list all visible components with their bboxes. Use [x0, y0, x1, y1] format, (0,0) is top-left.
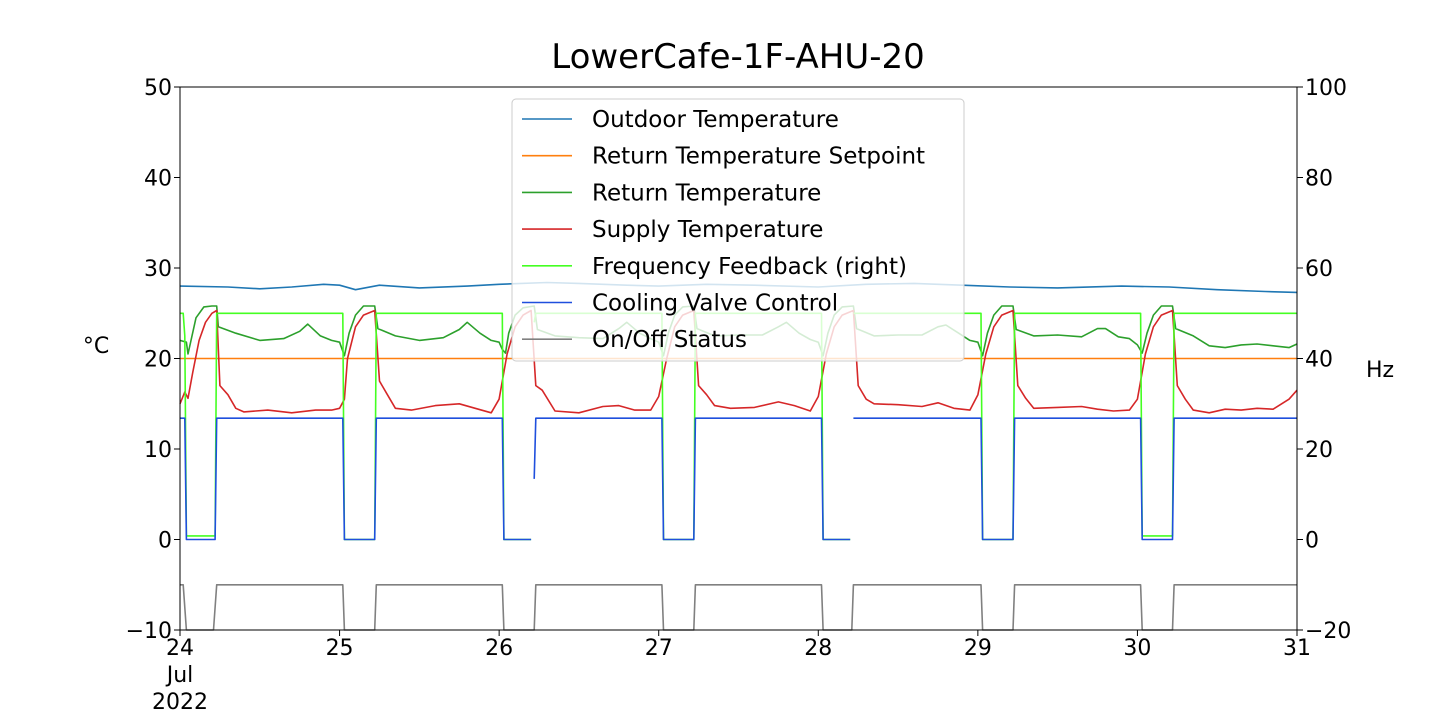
- series-line-cooling-valve-control: [180, 417, 1297, 541]
- x-tick-label: 26: [485, 636, 513, 661]
- y2-tick-label: 80: [1305, 167, 1333, 192]
- legend-entry-label: Supply Temperature: [592, 217, 823, 243]
- legend-entry-label: Frequency Feedback (right): [592, 254, 907, 280]
- y2-tick-label: 40: [1305, 348, 1333, 373]
- legend-entry-label: Return Temperature Setpoint: [592, 144, 925, 170]
- y-tick-label: 30: [144, 257, 172, 282]
- legend-entry-label: Return Temperature: [592, 180, 821, 206]
- legend-box: [511, 98, 965, 362]
- legend-entry-label: On/Off Status: [592, 327, 747, 353]
- x-tick-label: 27: [645, 636, 673, 661]
- series-line-supply-temperature: [179, 309, 1298, 414]
- x-tick-label: 29: [964, 636, 992, 661]
- legend-entry-label: Outdoor Temperature: [592, 107, 839, 133]
- y2-tick-label: 0: [1305, 529, 1319, 554]
- x-tick-label: 28: [804, 636, 832, 661]
- y2-tick-label: 20: [1305, 438, 1333, 463]
- y2-tick-label: −20: [1305, 619, 1351, 644]
- y-tick-label: 10: [144, 438, 172, 463]
- y-tick-label: 50: [144, 76, 172, 101]
- y-axis-label-right: Hz: [1366, 358, 1394, 383]
- legend-entry-label: Cooling Valve Control: [592, 291, 838, 317]
- y-tick-label: 0: [158, 529, 172, 554]
- x-tick-label: 24: [166, 636, 194, 661]
- chart-title: LowerCafe-1F-AHU-20: [551, 37, 925, 77]
- y-tick-label: −10: [126, 619, 172, 644]
- x-tick-label: 2022: [152, 690, 208, 715]
- y-axis-label-left: °C: [83, 334, 109, 359]
- legend: Outdoor Temperature Return Temperature Se…: [511, 98, 965, 362]
- x-tick-label: Jul: [165, 663, 194, 688]
- x-tick-label: 30: [1123, 636, 1151, 661]
- y2-tick-label: 60: [1305, 257, 1333, 282]
- x-tick-label: 25: [326, 636, 354, 661]
- y2-tick-label: 100: [1305, 76, 1347, 101]
- y-tick-label: 40: [144, 167, 172, 192]
- series-line-on-off-status: [180, 584, 1297, 631]
- y-tick-label: 20: [144, 348, 172, 373]
- x-tick-label: 31: [1283, 636, 1311, 661]
